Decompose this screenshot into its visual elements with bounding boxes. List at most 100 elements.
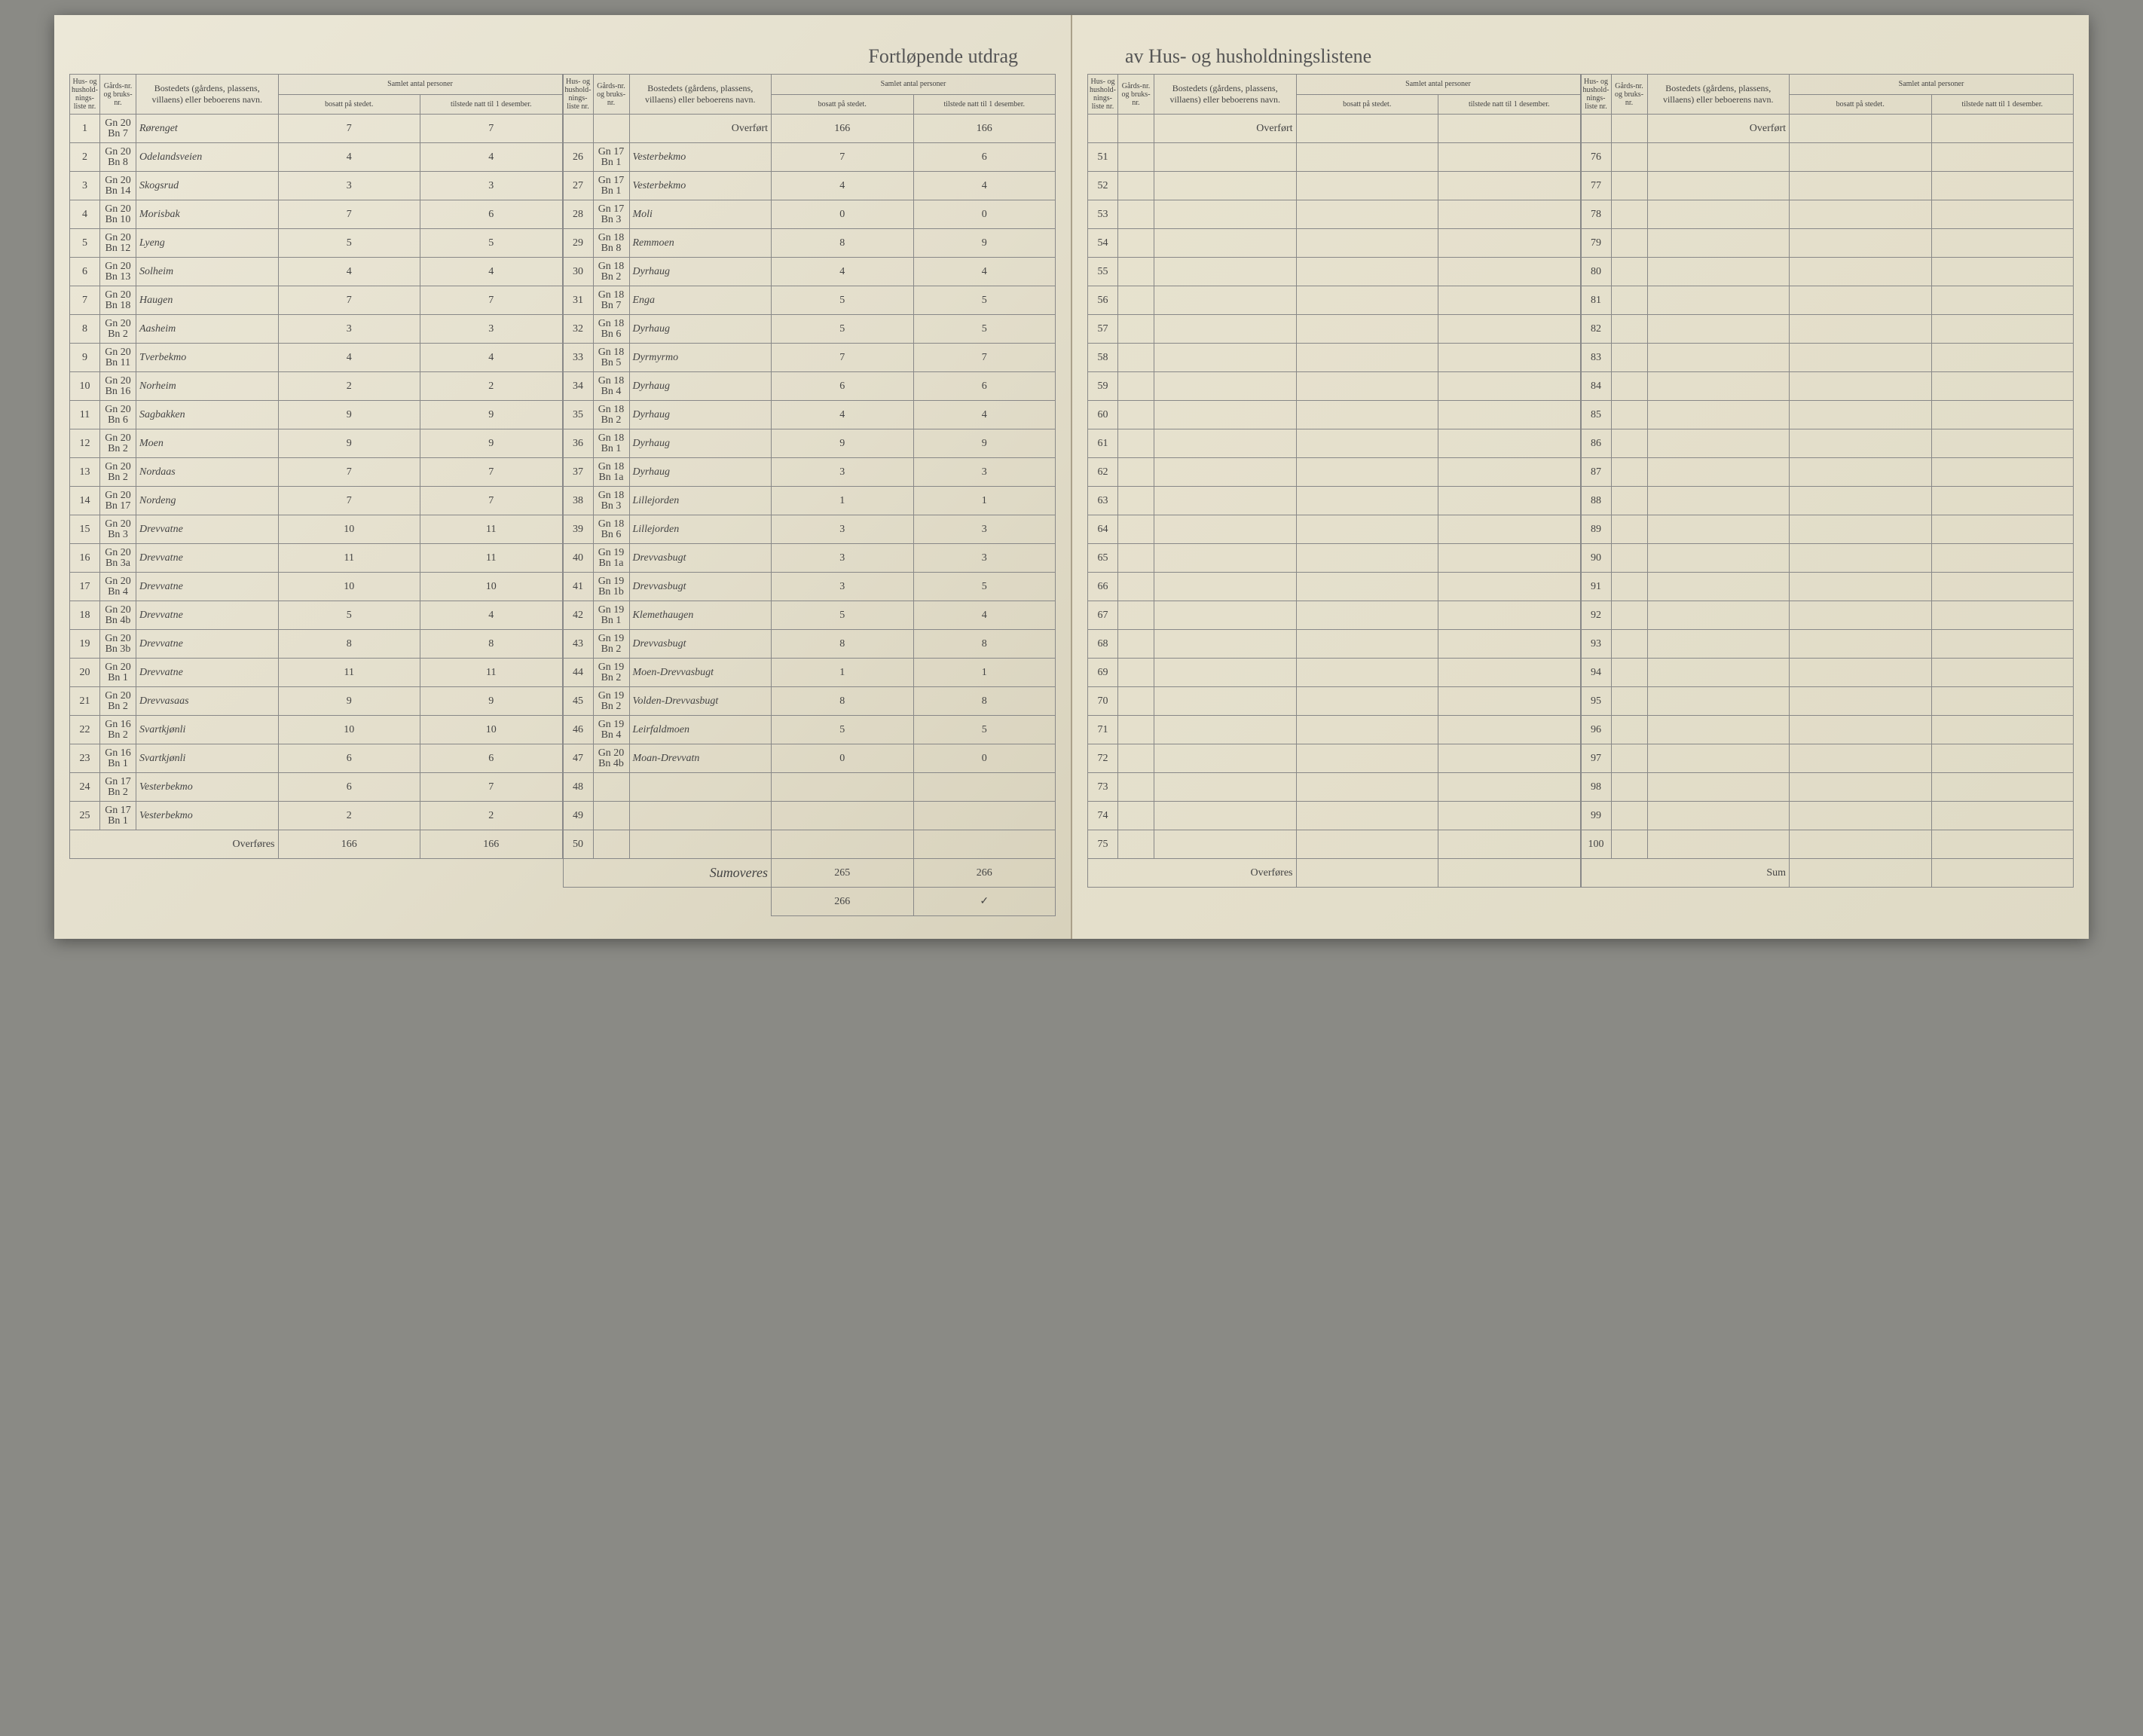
row-name: Sagbakken xyxy=(136,401,279,429)
row-name xyxy=(1154,200,1297,229)
row-tilstede: 10 xyxy=(420,716,563,744)
row-tilstede: 7 xyxy=(420,773,563,802)
table-row: 38Gn 18 Bn 3Lillejorden11 xyxy=(563,487,1056,515)
row-nr: 32 xyxy=(563,315,593,344)
row-gard xyxy=(1118,830,1154,859)
row-nr: 82 xyxy=(1581,315,1611,344)
ledger-table-1: Hus- og hushold-nings-liste nr. Gårds-nr… xyxy=(69,74,563,859)
row-tilstede xyxy=(1438,315,1581,344)
row-bosatt: 9 xyxy=(278,687,420,716)
table-row: 22Gn 16 Bn 2Svartkjønli1010 xyxy=(70,716,563,744)
row-nr: 71 xyxy=(1088,716,1118,744)
row-gard xyxy=(593,773,629,802)
row-name xyxy=(1154,401,1297,429)
row-gard: Gn 20 Bn 6 xyxy=(100,401,136,429)
row-name: Vesterbekmo xyxy=(629,172,772,200)
sum-row-2: 266 ✓ xyxy=(563,888,1056,916)
row-name: Lillejorden xyxy=(629,515,772,544)
row-name: Drevvatne xyxy=(136,515,279,544)
row-nr: 43 xyxy=(563,630,593,659)
table-row: 52 xyxy=(1088,172,1581,200)
row-gard: Gn 17 Bn 1 xyxy=(593,143,629,172)
row-nr: 65 xyxy=(1088,544,1118,573)
row-gard: Gn 20 Bn 2 xyxy=(100,687,136,716)
row-name xyxy=(1154,258,1297,286)
row-nr: 6 xyxy=(70,258,100,286)
row-name xyxy=(1154,429,1297,458)
table-row: 29Gn 18 Bn 8Remmoen89 xyxy=(563,229,1056,258)
row-gard xyxy=(1118,802,1154,830)
row-nr: 24 xyxy=(70,773,100,802)
row-tilstede: 4 xyxy=(420,258,563,286)
row-bosatt: 1 xyxy=(772,659,914,687)
row-nr: 76 xyxy=(1581,143,1611,172)
row-bosatt: 7 xyxy=(278,487,420,515)
row-name: Solheim xyxy=(136,258,279,286)
row-nr: 61 xyxy=(1088,429,1118,458)
row-bosatt xyxy=(1790,286,1932,315)
row-tilstede xyxy=(1931,515,2074,544)
row-bosatt xyxy=(1296,487,1438,515)
row-nr: 80 xyxy=(1581,258,1611,286)
row-name xyxy=(1154,458,1297,487)
row-gard xyxy=(1611,687,1647,716)
table-row: 45Gn 19 Bn 2Volden-Drevvasbugt88 xyxy=(563,687,1056,716)
table-row: 9Gn 20 Bn 11Tverbekmo44 xyxy=(70,344,563,372)
row-name: Skogsrud xyxy=(136,172,279,200)
row-nr: 3 xyxy=(70,172,100,200)
row-name xyxy=(1647,315,1790,344)
row-bosatt: 5 xyxy=(278,229,420,258)
table-row: 92 xyxy=(1581,601,2074,630)
row-gard: Gn 20 Bn 2 xyxy=(100,458,136,487)
overfort-t: 166 xyxy=(913,115,1056,143)
row-gard xyxy=(1611,200,1647,229)
row-bosatt xyxy=(1790,258,1932,286)
row-tilstede: 4 xyxy=(913,601,1056,630)
row-bosatt xyxy=(772,802,914,830)
row-bosatt: 7 xyxy=(278,458,420,487)
overfort-row: Overført xyxy=(1581,115,2074,143)
row-gard xyxy=(1118,659,1154,687)
row-name xyxy=(1647,344,1790,372)
row-bosatt: 2 xyxy=(278,372,420,401)
table-row: 32Gn 18 Bn 6Dyrhaug55 xyxy=(563,315,1056,344)
table-row: 93 xyxy=(1581,630,2074,659)
table-row: 28Gn 17 Bn 3Moli00 xyxy=(563,200,1056,229)
row-tilstede: 7 xyxy=(913,344,1056,372)
row-nr: 15 xyxy=(70,515,100,544)
row-bosatt xyxy=(1296,573,1438,601)
hdr-samlet: Samlet antal personer xyxy=(278,75,562,95)
row-name xyxy=(1647,229,1790,258)
row-gard: Gn 19 Bn 4 xyxy=(593,716,629,744)
row-bosatt xyxy=(1296,544,1438,573)
row-tilstede: 7 xyxy=(420,286,563,315)
row-gard: Gn 20 Bn 10 xyxy=(100,200,136,229)
row-name: Moen xyxy=(136,429,279,458)
row-bosatt: 3 xyxy=(278,172,420,200)
row-nr: 59 xyxy=(1088,372,1118,401)
row-name xyxy=(1647,802,1790,830)
row-nr: 67 xyxy=(1088,601,1118,630)
row-tilstede: 8 xyxy=(420,630,563,659)
row-tilstede: 3 xyxy=(420,172,563,200)
table-row: 44Gn 19 Bn 2Moen-Drevvasbugt11 xyxy=(563,659,1056,687)
table-row: 67 xyxy=(1088,601,1581,630)
sum-row: Sum xyxy=(1581,859,2074,888)
row-tilstede: 3 xyxy=(913,458,1056,487)
overfort-label: Overført xyxy=(629,115,772,143)
row-nr: 4 xyxy=(70,200,100,229)
row-bosatt xyxy=(1790,601,1932,630)
table-row: 11Gn 20 Bn 6Sagbakken99 xyxy=(70,401,563,429)
row-name: Rørenget xyxy=(136,115,279,143)
row-nr: 54 xyxy=(1088,229,1118,258)
row-bosatt: 5 xyxy=(772,286,914,315)
table-row: 94 xyxy=(1581,659,2074,687)
table-row: 86 xyxy=(1581,429,2074,458)
row-gard xyxy=(1611,229,1647,258)
row-nr: 1 xyxy=(70,115,100,143)
row-name xyxy=(1647,401,1790,429)
row-tilstede: 5 xyxy=(913,286,1056,315)
table-row: 58 xyxy=(1088,344,1581,372)
row-tilstede: 1 xyxy=(913,659,1056,687)
row-nr: 63 xyxy=(1088,487,1118,515)
